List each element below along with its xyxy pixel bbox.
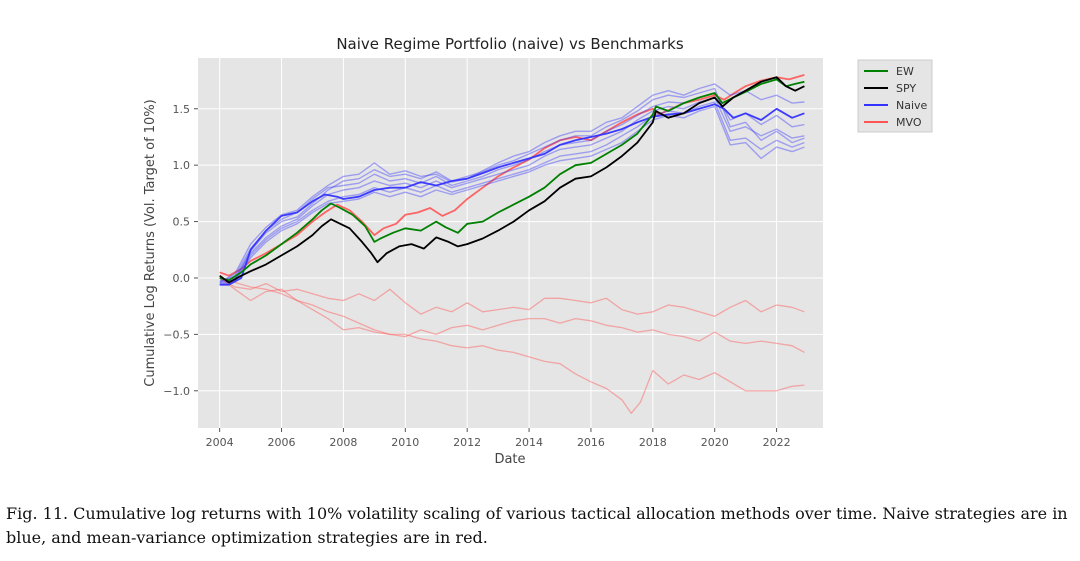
chart-figure: 2004 2006 2008 2010 2012 2014 2016 2018 2020 2022… [143,35,933,467]
legend: EW SPY Naive MVO [857,59,933,133]
x-tick-label: 2018 [639,436,667,449]
series-line-mvo-11 [219,277,805,353]
series-line-mvo-9 [219,74,805,277]
x-tick-label: 2012 [453,436,481,449]
legend-label-naive: Naive [896,99,928,112]
x-tick-label: 2020 [701,436,729,449]
legend-label-spy: SPY [896,82,916,95]
series-line-naive-0 [219,103,805,286]
series-layer [219,74,805,414]
x-tick-label: 2014 [515,436,543,449]
figure-caption: Fig. 11. Cumulative log returns with 10%… [6,504,1068,547]
y-axis-ticks: −1.0 −0.5 0.0 0.5 1.0 1.5 [163,103,198,398]
series-line-mvo-10 [219,277,805,317]
x-axis-ticks: 2004 2006 2008 2010 2012 2014 2016 2018 2020 2022 [206,428,791,449]
y-tick-label: 0.5 [173,216,191,229]
series-line-spy-8 [219,76,805,284]
x-tick-label: 2004 [206,436,234,449]
series-line-naive-6 [219,105,805,286]
series-line-naive-1 [219,83,805,284]
x-tick-label: 2008 [329,436,357,449]
y-tick-label: 1.5 [173,103,191,116]
y-tick-label: −0.5 [163,328,190,341]
x-tick-label: 2016 [577,436,605,449]
y-axis-label: Cumulative Log Returns (Vol. Target of 1… [143,99,158,387]
series-line-ew-7 [219,78,805,282]
legend-label-mvo: MVO [896,116,922,129]
y-tick-label: 0.0 [173,272,191,285]
x-tick-label: 2010 [391,436,419,449]
x-axis-label: Date [494,452,525,467]
y-tick-label: −1.0 [163,385,190,398]
x-tick-label: 2006 [268,436,296,449]
chart-title: Naive Regime Portfolio (naive) vs Benchm… [336,35,684,53]
x-tick-label: 2022 [763,436,791,449]
series-line-naive-4 [219,101,805,285]
legend-label-ew: EW [896,65,914,78]
series-line-mvo-12 [219,277,805,414]
y-tick-label: 1.0 [173,159,191,172]
